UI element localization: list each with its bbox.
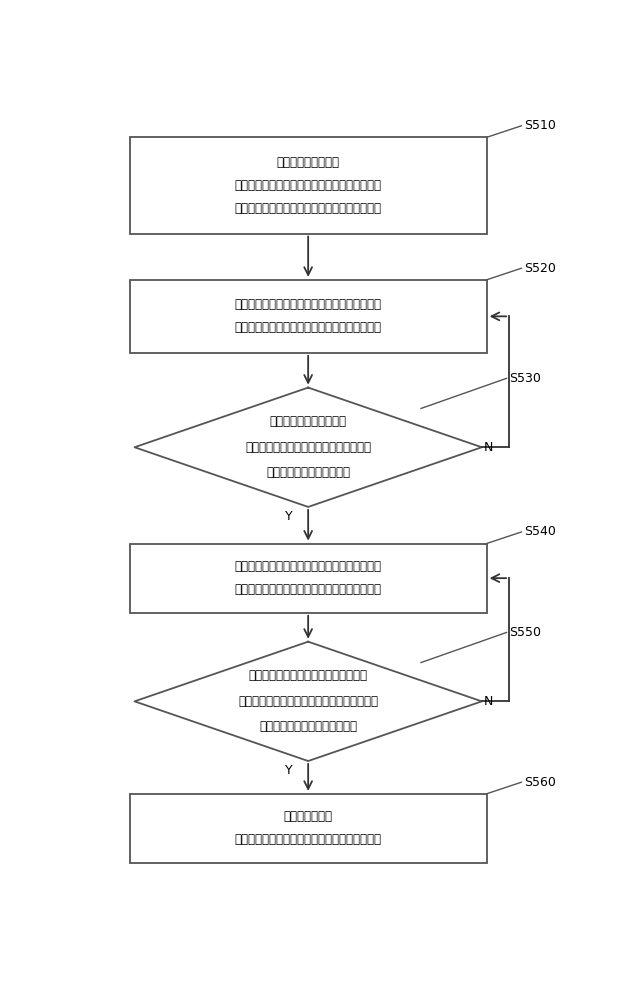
Text: 述待标定挡位的目标转速: 述待标定挡位的目标转速 xyxy=(269,415,347,428)
Text: 的所述发动机的实际转速与所述待标定挡位的: 的所述发动机的实际转速与所述待标定挡位的 xyxy=(238,695,378,708)
Text: 所述油门开度增大进而使所述发动机的转速上升: 所述油门开度增大进而使所述发动机的转速上升 xyxy=(235,298,381,311)
Text: S560: S560 xyxy=(524,776,556,789)
Text: S530: S530 xyxy=(509,372,541,385)
FancyBboxPatch shape xyxy=(130,543,487,613)
Text: N: N xyxy=(484,441,493,454)
Text: Y: Y xyxy=(285,510,292,523)
Text: 目标转速的差值是否在所述预定范围内: 目标转速的差值是否在所述预定范围内 xyxy=(249,669,367,682)
Text: 增大所述控制信号使所述电机以第一变化量驱动: 增大所述控制信号使所述电机以第一变化量驱动 xyxy=(235,321,381,334)
Text: 延迟一段时间后再判断所述: 延迟一段时间后再判断所述 xyxy=(266,466,350,479)
FancyBboxPatch shape xyxy=(130,137,487,234)
Text: N: N xyxy=(484,695,493,708)
Text: 检测的所述发动机的实际转速是否大于所: 检测的所述发动机的实际转速是否大于所 xyxy=(245,441,371,454)
FancyBboxPatch shape xyxy=(130,794,487,863)
Text: 减小所述控制信号使所述电机驱动所述油门开度: 减小所述控制信号使所述电机驱动所述油门开度 xyxy=(235,202,381,215)
Text: S540: S540 xyxy=(524,525,556,538)
Text: 延迟一段时间后再判断所述检测: 延迟一段时间后再判断所述检测 xyxy=(259,720,357,733)
Text: 所述油门开度减小进而使所述发动机的转速下降: 所述油门开度减小进而使所述发动机的转速下降 xyxy=(235,560,381,573)
Text: 减小所述控制信号使所述电机以第二变化量驱动: 减小所述控制信号使所述电机以第二变化量驱动 xyxy=(235,583,381,596)
FancyBboxPatch shape xyxy=(130,280,487,353)
Text: 定挡位的标定值: 定挡位的标定值 xyxy=(284,810,333,823)
Text: S550: S550 xyxy=(509,626,541,639)
Text: S510: S510 xyxy=(524,119,556,132)
Text: 减小进而使所述发动机的转速下降至低于所述待: 减小进而使所述发动机的转速下降至低于所述待 xyxy=(235,179,381,192)
Text: S520: S520 xyxy=(524,262,556,275)
Text: Y: Y xyxy=(285,764,292,777)
Text: 接收检测的所述电机的变化量并记录为所述待标: 接收检测的所述电机的变化量并记录为所述待标 xyxy=(235,833,381,846)
Text: 标定挡位的目标转速: 标定挡位的目标转速 xyxy=(276,156,340,169)
